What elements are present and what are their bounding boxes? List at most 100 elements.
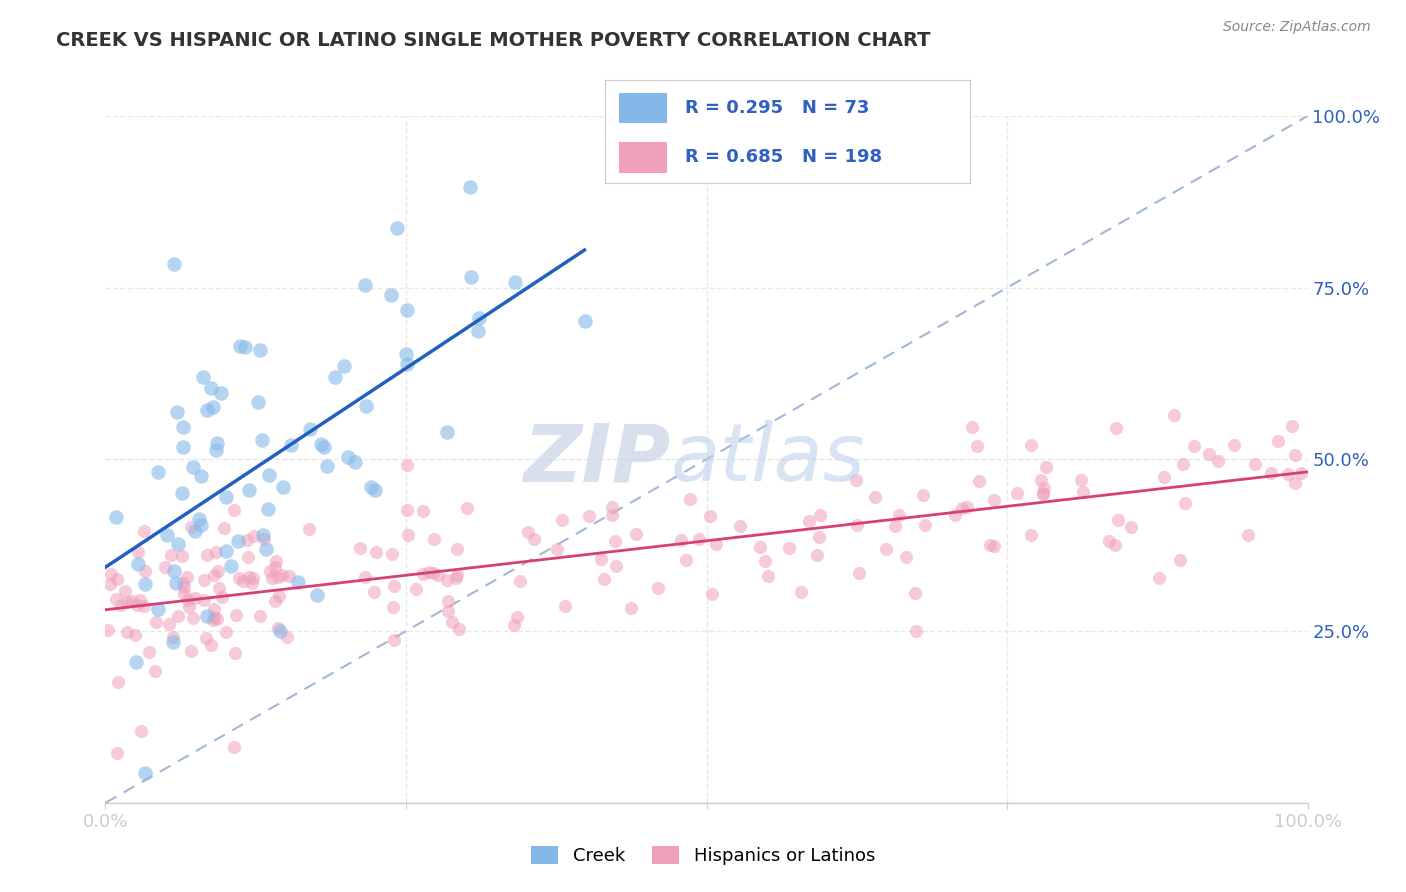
Point	[1104, 538, 1126, 552]
Point	[228, 534, 250, 549]
Point	[264, 593, 287, 607]
Point	[127, 545, 149, 559]
Point	[380, 288, 402, 302]
Point	[896, 549, 918, 564]
Point	[146, 465, 169, 479]
Point	[884, 518, 907, 533]
Point	[134, 765, 156, 780]
Point	[688, 532, 710, 546]
Point	[179, 599, 201, 614]
Point	[446, 541, 468, 556]
Point	[624, 526, 647, 541]
Point	[207, 436, 229, 450]
Point	[184, 591, 207, 605]
Point	[215, 490, 238, 504]
Point	[207, 564, 229, 578]
Point	[554, 599, 576, 614]
Point	[249, 608, 271, 623]
Point	[398, 528, 420, 542]
Point	[437, 594, 460, 608]
Point	[574, 314, 596, 328]
Point	[314, 441, 336, 455]
Point	[1222, 438, 1244, 452]
Point	[97, 623, 120, 637]
Point	[200, 382, 222, 396]
Legend: Creek, Hispanics or Latinos: Creek, Hispanics or Latinos	[522, 837, 884, 874]
Point	[167, 609, 190, 624]
Point	[1147, 571, 1170, 585]
Point	[354, 277, 377, 292]
Point	[267, 570, 290, 584]
Point	[190, 518, 212, 533]
Point	[344, 455, 367, 469]
Point	[115, 625, 138, 640]
Point	[437, 603, 460, 617]
Point	[176, 570, 198, 584]
Point	[1260, 466, 1282, 480]
Point	[700, 587, 723, 601]
Point	[1032, 487, 1054, 501]
Point	[1291, 467, 1313, 481]
Point	[605, 559, 627, 574]
Point	[889, 508, 911, 523]
Point	[523, 532, 546, 546]
Point	[193, 593, 215, 607]
Point	[1032, 486, 1054, 500]
Point	[214, 521, 236, 535]
Point	[181, 460, 204, 475]
Point	[381, 600, 404, 615]
Point	[162, 631, 184, 645]
Point	[188, 512, 211, 526]
Point	[278, 568, 301, 582]
Point	[238, 483, 260, 497]
Point	[1184, 439, 1206, 453]
Point	[195, 608, 218, 623]
FancyBboxPatch shape	[619, 93, 666, 123]
Point	[396, 502, 419, 516]
Point	[385, 220, 408, 235]
Point	[105, 592, 128, 607]
Point	[287, 574, 309, 589]
Point	[215, 543, 238, 558]
Point	[754, 554, 776, 568]
Point	[128, 592, 150, 607]
Point	[1035, 460, 1057, 475]
Point	[211, 590, 233, 604]
Point	[382, 579, 405, 593]
Point	[1267, 434, 1289, 448]
Point	[337, 450, 360, 464]
Point	[242, 571, 264, 585]
Point	[162, 635, 184, 649]
Point	[177, 593, 200, 607]
Point	[280, 438, 302, 452]
Point	[1033, 481, 1056, 495]
Text: R = 0.295   N = 73: R = 0.295 N = 73	[685, 99, 869, 117]
Point	[195, 403, 218, 417]
Point	[156, 528, 179, 542]
Point	[107, 675, 129, 690]
Point	[132, 599, 155, 614]
Point	[758, 569, 780, 583]
Point	[509, 574, 531, 588]
Point	[228, 571, 250, 585]
Point	[253, 532, 276, 546]
Point	[100, 566, 122, 581]
Point	[789, 584, 811, 599]
Point	[467, 324, 489, 338]
Point	[309, 436, 332, 450]
Point	[806, 549, 828, 563]
Point	[1244, 457, 1267, 471]
Point	[905, 624, 928, 638]
Point	[316, 458, 339, 473]
Point	[436, 425, 458, 439]
Point	[458, 180, 481, 194]
Point	[121, 594, 143, 608]
Point	[405, 582, 427, 596]
FancyBboxPatch shape	[619, 142, 666, 173]
Point	[233, 340, 256, 354]
Point	[1071, 484, 1094, 499]
Point	[364, 483, 387, 498]
Point	[207, 612, 229, 626]
Point	[412, 504, 434, 518]
Point	[364, 545, 387, 559]
